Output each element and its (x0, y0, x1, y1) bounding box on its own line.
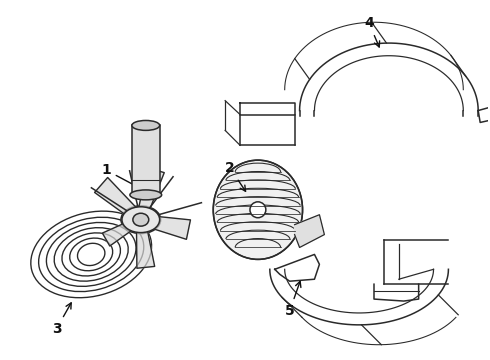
Bar (132, 125, 160, 195)
Ellipse shape (132, 121, 160, 130)
Text: 5: 5 (285, 281, 301, 318)
Ellipse shape (122, 207, 160, 233)
Text: 4: 4 (364, 16, 380, 47)
Polygon shape (149, 216, 191, 239)
Polygon shape (294, 215, 324, 247)
Polygon shape (102, 221, 134, 246)
Circle shape (250, 202, 266, 218)
Ellipse shape (133, 213, 149, 226)
Text: 1: 1 (101, 163, 149, 193)
Circle shape (137, 216, 145, 224)
Ellipse shape (121, 206, 161, 234)
Ellipse shape (130, 190, 162, 200)
Circle shape (131, 210, 151, 230)
Text: 3: 3 (51, 303, 71, 336)
Polygon shape (95, 177, 137, 218)
Polygon shape (137, 229, 155, 268)
Text: 2: 2 (225, 161, 245, 191)
Polygon shape (139, 167, 164, 212)
Ellipse shape (213, 160, 302, 260)
